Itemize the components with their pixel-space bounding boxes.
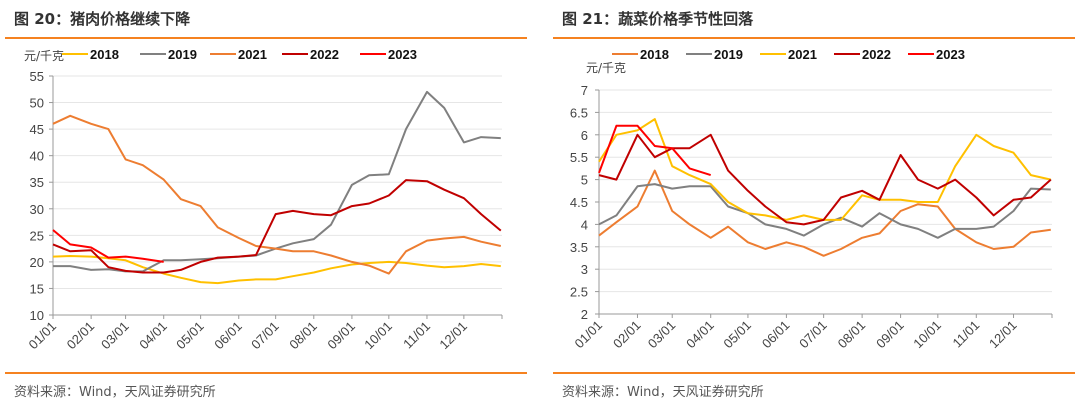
y-tick-label: 6.5 — [570, 105, 588, 120]
legend-label-2023: 2023 — [936, 47, 965, 62]
title-rule-right — [553, 37, 1075, 39]
y-tick-label: 20 — [30, 255, 44, 270]
y-tick-label: 55 — [30, 69, 44, 84]
y-tick-label: 7 — [581, 83, 588, 98]
series-line-2018 — [598, 169, 1051, 257]
x-tick-label: 07/01 — [796, 318, 830, 352]
series-line-2023 — [52, 229, 164, 263]
y-tick-label: 25 — [30, 228, 44, 243]
y-tick-label: 35 — [30, 175, 44, 190]
y-tick-label: 4 — [581, 217, 588, 232]
x-tick-label: 04/01 — [683, 318, 717, 352]
chart-title-vegetables: 图 21：蔬菜价格季节性回落 — [562, 10, 754, 28]
y-tick-label: 5 — [581, 173, 588, 188]
x-tick-label: 04/01 — [136, 319, 170, 353]
legend-label-2019: 2019 — [714, 47, 743, 62]
y-tick-label: 5.5 — [570, 150, 588, 165]
series-line-2023 — [598, 124, 712, 177]
y-tick-label: 10 — [30, 308, 44, 323]
source-note-right: 资料来源：Wind，天风证券研究所 — [562, 385, 764, 400]
y-tick-label: 50 — [30, 96, 44, 111]
x-tick-label: 07/01 — [248, 319, 282, 353]
legend-label-2018: 2018 — [640, 47, 669, 62]
x-tick-label: 09/01 — [873, 318, 907, 352]
y-axis-unit: 元/千克 — [24, 49, 64, 63]
legend-label-2018: 2018 — [90, 47, 119, 62]
legend-label-2022: 2022 — [862, 47, 891, 62]
title-rule-left — [5, 37, 527, 39]
series-line-2022 — [52, 179, 502, 274]
y-tick-label: 6 — [581, 128, 588, 143]
x-tick-label: 06/01 — [759, 318, 793, 352]
x-tick-label: 11/01 — [949, 318, 982, 351]
x-tick-label: 01/01 — [26, 319, 60, 353]
x-tick-label: 05/01 — [173, 319, 207, 353]
source-note-left: 资料来源：Wind，天风证券研究所 — [14, 385, 216, 400]
series-line-2019 — [53, 90, 501, 273]
legend-label-2019: 2019 — [168, 47, 197, 62]
x-tick-label: 10/01 — [910, 318, 944, 352]
x-tick-label: 12/01 — [986, 318, 1020, 352]
y-axis-unit: 元/千克 — [586, 61, 626, 75]
series-line-2018 — [52, 255, 501, 285]
legend-label-2021: 2021 — [788, 47, 817, 62]
x-tick-label: 10/01 — [361, 319, 395, 353]
x-tick-label: 02/01 — [610, 318, 644, 352]
y-tick-label: 3.5 — [570, 240, 588, 255]
y-tick-label: 15 — [30, 281, 44, 296]
x-tick-label: 11/01 — [400, 319, 433, 352]
legend-label-2023: 2023 — [388, 47, 417, 62]
y-tick-label: 4.5 — [570, 195, 588, 210]
legend-label-2021: 2021 — [238, 47, 267, 62]
x-tick-label: 12/01 — [436, 319, 470, 353]
chart-title-pork: 图 20：猪肉价格继续下降 — [14, 10, 191, 28]
series-line-2019 — [598, 183, 1051, 239]
x-tick-label: 09/01 — [324, 319, 358, 353]
x-tick-label: 05/01 — [720, 318, 754, 352]
y-tick-label: 30 — [30, 202, 44, 217]
y-tick-label: 2.5 — [570, 285, 588, 300]
source-rule-right — [553, 372, 1075, 374]
x-tick-label: 06/01 — [211, 319, 245, 353]
x-tick-label: 02/01 — [64, 319, 98, 353]
y-tick-label: 3 — [581, 262, 588, 277]
x-tick-label: 08/01 — [835, 318, 869, 352]
y-tick-label: 40 — [30, 149, 44, 164]
legend-label-2022: 2022 — [310, 47, 339, 62]
x-tick-label: 01/01 — [572, 318, 606, 352]
y-tick-label: 45 — [30, 122, 44, 137]
y-tick-label: 2 — [581, 307, 588, 322]
x-tick-label: 08/01 — [286, 319, 320, 353]
x-tick-label: 03/01 — [98, 319, 132, 353]
series-line-2021 — [52, 114, 502, 275]
x-tick-label: 03/01 — [645, 318, 679, 352]
source-rule-left — [5, 372, 527, 374]
